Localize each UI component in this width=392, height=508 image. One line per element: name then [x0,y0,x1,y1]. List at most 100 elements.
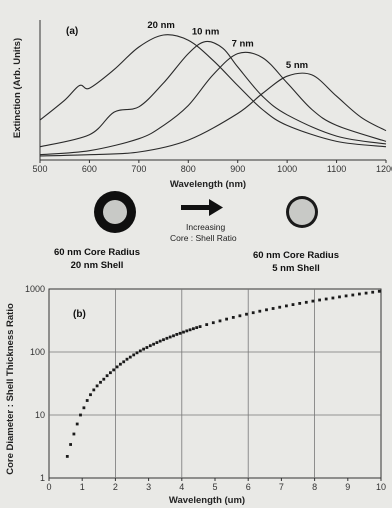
ratio-point-27 [155,341,159,344]
ratio-point-47 [245,312,248,316]
ratio-point-5 [82,406,86,410]
ratio-point-15 [115,365,119,369]
ratio-point-64 [358,292,361,296]
ratio-point-10 [99,380,102,384]
ratio-x-axis-label: Wavelength (um) [169,495,245,506]
extinction-curve-10-nm [39,40,387,148]
extinction-x-tick-label-700: 700 [131,164,146,174]
ratio-point-52 [278,305,282,309]
ratio-point-42 [211,321,215,325]
ratio-point-32 [172,334,175,338]
ratio-y-tick-label-10: 10 [35,410,45,420]
ratio-point-28 [158,339,162,343]
extinction-curve-7-nm [39,51,387,156]
ratio-point-31 [168,335,172,339]
ratio-point-4 [79,413,82,417]
left-caption-line1: 60 nm Core Radius [54,247,140,258]
ratio-point-21 [135,351,139,355]
ratio-point-12 [105,374,109,378]
ratio-point-36 [185,329,189,333]
extinction-curves [39,34,387,157]
ratio-point-56 [304,300,308,304]
ratio-point-54 [291,303,295,306]
ratio-point-66 [371,290,375,294]
ratio-point-63 [351,293,355,297]
ratio-point-51 [271,307,275,310]
ratio-point-24 [145,346,149,349]
ratio-point-55 [298,302,302,305]
ratio-y-tick-label-1000: 1000 [25,284,45,294]
ratio-point-30 [165,336,169,340]
ratio-point-22 [138,349,142,353]
ratio-x-tick-label-8: 8 [312,482,317,492]
ratio-point-9 [95,384,99,388]
extinction-chart: Extinction (Arb. Units) Wavelength (nm) … [12,20,392,190]
ratio-point-59 [324,297,328,301]
ratio-plot-frame [48,288,382,479]
ratio-point-16 [119,362,122,366]
ratio-point-41 [205,323,209,326]
ratio-point-17 [122,360,126,364]
ratio-point-34 [178,331,182,335]
extinction-x-tick-label-1200: 1200 [376,164,392,174]
extinction-x-tick-label-800: 800 [181,164,196,174]
ratio-x-tick-label-9: 9 [345,482,350,492]
ratio-point-2 [72,432,76,436]
right-arrow-icon [181,199,223,216]
ratio-point-6 [85,399,89,402]
ratio-x-tick-label-2: 2 [113,482,118,492]
extinction-curve-20-nm [39,34,387,148]
ratio-point-35 [182,330,185,334]
extinction-x-tick-label-600: 600 [82,164,97,174]
extinction-x-ticks: 500 600 700 800 900 1000 1100 1200 [32,160,392,174]
extinction-curve-label-10-nm: 10 nm [192,27,219,38]
arrow-text-line1: Increasing [186,222,225,232]
ratio-point-14 [112,368,116,372]
ratio-x-tick-label-7: 7 [279,482,284,492]
ratio-x-tick-label-6: 6 [246,482,251,492]
ratio-point-58 [318,298,321,302]
extinction-x-axis-label: Wavelength (nm) [170,179,246,190]
ratio-point-25 [148,344,152,348]
ratio-point-37 [188,328,192,332]
ratio-point-1 [69,443,72,446]
ratio-point-33 [175,333,179,336]
ratio-point-38 [192,327,195,331]
ratio-x-tick-label-3: 3 [146,482,151,492]
ratio-point-49 [258,309,262,313]
extinction-x-tick-label-1100: 1100 [327,164,346,174]
ratio-point-20 [132,353,136,357]
extinction-axes [39,20,386,161]
ratio-point-19 [128,355,132,359]
ratio-point-7 [89,393,92,397]
ratio-point-60 [331,296,335,300]
ratio-point-62 [344,294,348,298]
core-shell-schematic: Increasing Core : Shell Ratio 60 nm Core… [54,191,339,274]
ratio-x-tick-label-10: 10 [376,482,386,492]
ratio-point-50 [265,308,268,312]
ratio-x-tick-label-1: 1 [80,482,85,492]
ratio-point-23 [142,347,145,351]
right-caption-line1: 60 nm Core Radius [253,250,339,261]
panel-label-a: (a) [66,26,78,37]
ratio-x-tick-label-5: 5 [212,482,217,492]
extinction-curve-5-nm [39,72,387,157]
panel-label-b: (b) [73,309,86,320]
thick-shell-core [103,200,127,224]
ratio-point-26 [152,342,155,346]
extinction-y-axis-label: Extinction (Arb. Units) [12,38,23,138]
ratio-point-13 [109,371,112,375]
ratio-point-39 [195,326,199,329]
extinction-curve-label-20-nm: 20 nm [147,20,174,31]
extinction-x-tick-label-900: 900 [230,164,245,174]
ratio-point-29 [162,338,165,342]
ratio-y-tick-label-100: 100 [30,347,45,357]
ratio-point-57 [311,299,315,303]
ratio-y-axis-label: Core Diameter : Shell Thickness Ratio [5,303,16,475]
ratio-points [65,289,381,458]
ratio-point-46 [238,314,242,318]
ratio-y-tick-label-1: 1 [40,473,45,483]
ratio-point-67 [377,289,381,293]
